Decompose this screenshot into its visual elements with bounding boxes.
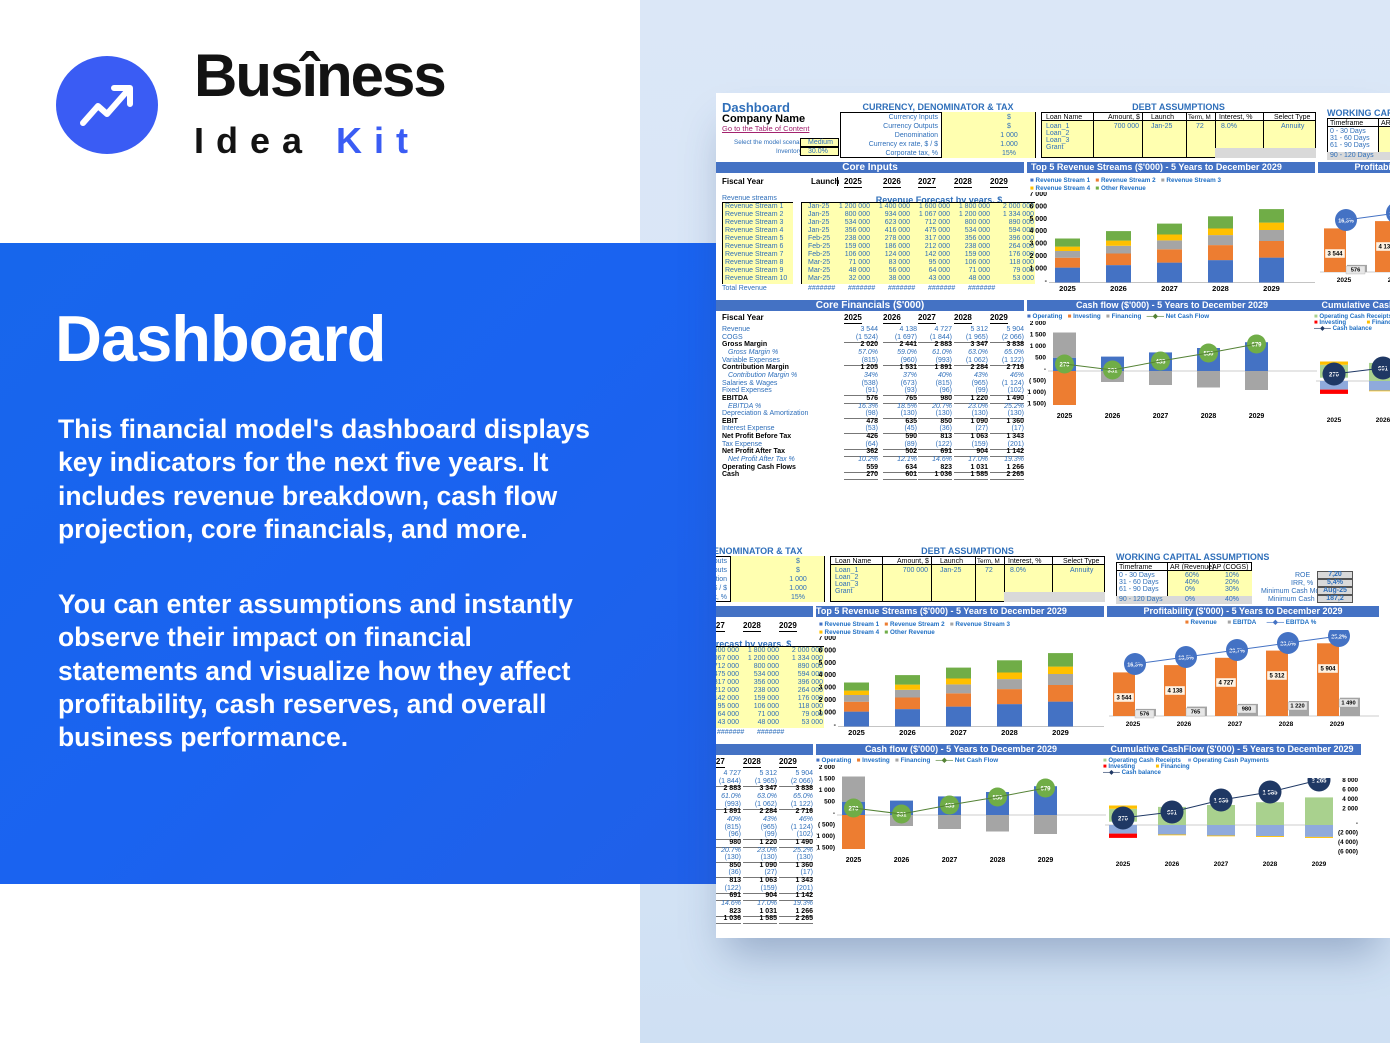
svg-text:2029: 2029: [1249, 413, 1265, 420]
svg-text:2025: 2025: [1059, 284, 1076, 292]
svg-text:2 000: 2 000: [818, 697, 836, 704]
svg-text:980: 980: [1242, 707, 1252, 713]
svg-text:1 220: 1 220: [1290, 704, 1304, 710]
svg-text:2028: 2028: [1263, 861, 1278, 868]
svg-text:-: -: [1044, 366, 1046, 373]
svg-text:2025: 2025: [848, 728, 865, 736]
svg-text:4 138: 4 138: [1378, 245, 1390, 251]
svg-text:1 490: 1 490: [1341, 701, 1355, 707]
svg-text:765: 765: [1191, 710, 1201, 716]
svg-text:1 000: 1 000: [1029, 265, 1047, 272]
svg-text:2026: 2026: [1105, 413, 1121, 420]
svg-text:2026: 2026: [1376, 417, 1390, 424]
svg-text:2025: 2025: [1057, 413, 1073, 420]
svg-text:2 000: 2 000: [819, 765, 836, 771]
svg-text:2025: 2025: [1126, 721, 1141, 728]
svg-text:2025: 2025: [1337, 277, 1352, 284]
svg-text:576: 576: [1351, 268, 1361, 274]
svg-text:270: 270: [848, 807, 859, 813]
svg-text:5 904: 5 904: [1320, 667, 1336, 673]
svg-text:2026: 2026: [1165, 861, 1180, 868]
svg-text:2029: 2029: [1312, 861, 1327, 868]
svg-text:4 000: 4 000: [818, 672, 836, 679]
svg-text:-: -: [1356, 820, 1358, 827]
svg-text:2 000: 2 000: [1029, 253, 1047, 260]
svg-text:2 000: 2 000: [1030, 321, 1047, 327]
svg-text:3 544: 3 544: [1327, 252, 1343, 258]
svg-text:4 000: 4 000: [1342, 796, 1358, 803]
svg-text:1 500: 1 500: [1030, 332, 1047, 339]
svg-text:1 000: 1 000: [819, 787, 836, 794]
svg-text:2025: 2025: [1327, 417, 1342, 424]
svg-text:5 000: 5 000: [818, 660, 836, 667]
svg-text:2027: 2027: [1214, 861, 1229, 868]
svg-text:(6 000): (6 000): [1338, 849, 1358, 856]
svg-text:2027: 2027: [950, 728, 967, 736]
svg-text:2028: 2028: [1279, 721, 1294, 728]
svg-text:2027: 2027: [1153, 413, 1169, 420]
svg-text:576: 576: [1140, 712, 1150, 718]
svg-text:2027: 2027: [942, 857, 958, 864]
svg-text:2029: 2029: [1052, 728, 1069, 736]
svg-text:2028: 2028: [990, 857, 1006, 864]
svg-text:6 000: 6 000: [818, 647, 836, 654]
svg-text:25,2%: 25,2%: [1331, 635, 1347, 641]
svg-text:(1 000): (1 000): [1027, 389, 1046, 396]
svg-text:(4 000): (4 000): [1338, 839, 1358, 846]
svg-text:2026: 2026: [1110, 284, 1127, 292]
svg-text:2 000: 2 000: [1342, 806, 1358, 813]
svg-text:1 585: 1 585: [1262, 791, 1278, 797]
svg-text:500: 500: [824, 799, 835, 806]
svg-text:5 000: 5 000: [1029, 216, 1047, 223]
svg-text:7 000: 7 000: [818, 636, 836, 642]
svg-text:-: -: [834, 722, 837, 729]
svg-text:-: -: [833, 810, 835, 817]
svg-text:270: 270: [1059, 363, 1070, 369]
svg-text:2028: 2028: [1201, 413, 1217, 420]
svg-text:4 000: 4 000: [1029, 228, 1047, 235]
svg-text:8 000: 8 000: [1342, 778, 1358, 784]
svg-text:2027: 2027: [1161, 284, 1178, 292]
svg-text:(1 000): (1 000): [816, 833, 835, 840]
svg-text:2029: 2029: [1263, 284, 1280, 292]
svg-text:2025: 2025: [1116, 861, 1131, 868]
svg-text:1 500: 1 500: [819, 776, 836, 783]
svg-text:3 544: 3 544: [1116, 696, 1132, 702]
svg-text:6 000: 6 000: [1342, 787, 1358, 794]
svg-text:2026: 2026: [899, 728, 916, 736]
svg-text:4 138: 4 138: [1167, 689, 1183, 695]
svg-text:1 000: 1 000: [1030, 343, 1047, 350]
svg-text:6 000: 6 000: [1029, 203, 1047, 210]
svg-text:2028: 2028: [1212, 284, 1229, 292]
svg-text:( 500): ( 500): [1029, 378, 1046, 385]
svg-text:679: 679: [1040, 787, 1051, 793]
svg-text:5 312: 5 312: [1269, 674, 1285, 680]
svg-text:(1 500): (1 500): [816, 845, 835, 852]
svg-text:1 000: 1 000: [818, 709, 836, 716]
svg-text:(2 000): (2 000): [1338, 830, 1358, 837]
svg-text:679: 679: [1251, 343, 1262, 349]
svg-text:2029: 2029: [1330, 721, 1345, 728]
svg-text:2029: 2029: [1038, 857, 1054, 864]
svg-text:7 000: 7 000: [1029, 192, 1047, 198]
svg-text:2026: 2026: [1177, 721, 1192, 728]
svg-text:(1 500): (1 500): [1027, 401, 1046, 408]
svg-text:-: -: [1045, 278, 1048, 285]
svg-text:2027: 2027: [1228, 721, 1243, 728]
svg-text:4 727: 4 727: [1218, 681, 1234, 687]
svg-text:2026: 2026: [894, 857, 910, 864]
svg-text:2028: 2028: [1001, 728, 1018, 736]
svg-text:3 000: 3 000: [1029, 241, 1047, 248]
svg-text:( 500): ( 500): [818, 822, 835, 829]
svg-text:3 000: 3 000: [818, 685, 836, 692]
svg-text:500: 500: [1035, 355, 1046, 362]
svg-text:2025: 2025: [846, 857, 862, 864]
